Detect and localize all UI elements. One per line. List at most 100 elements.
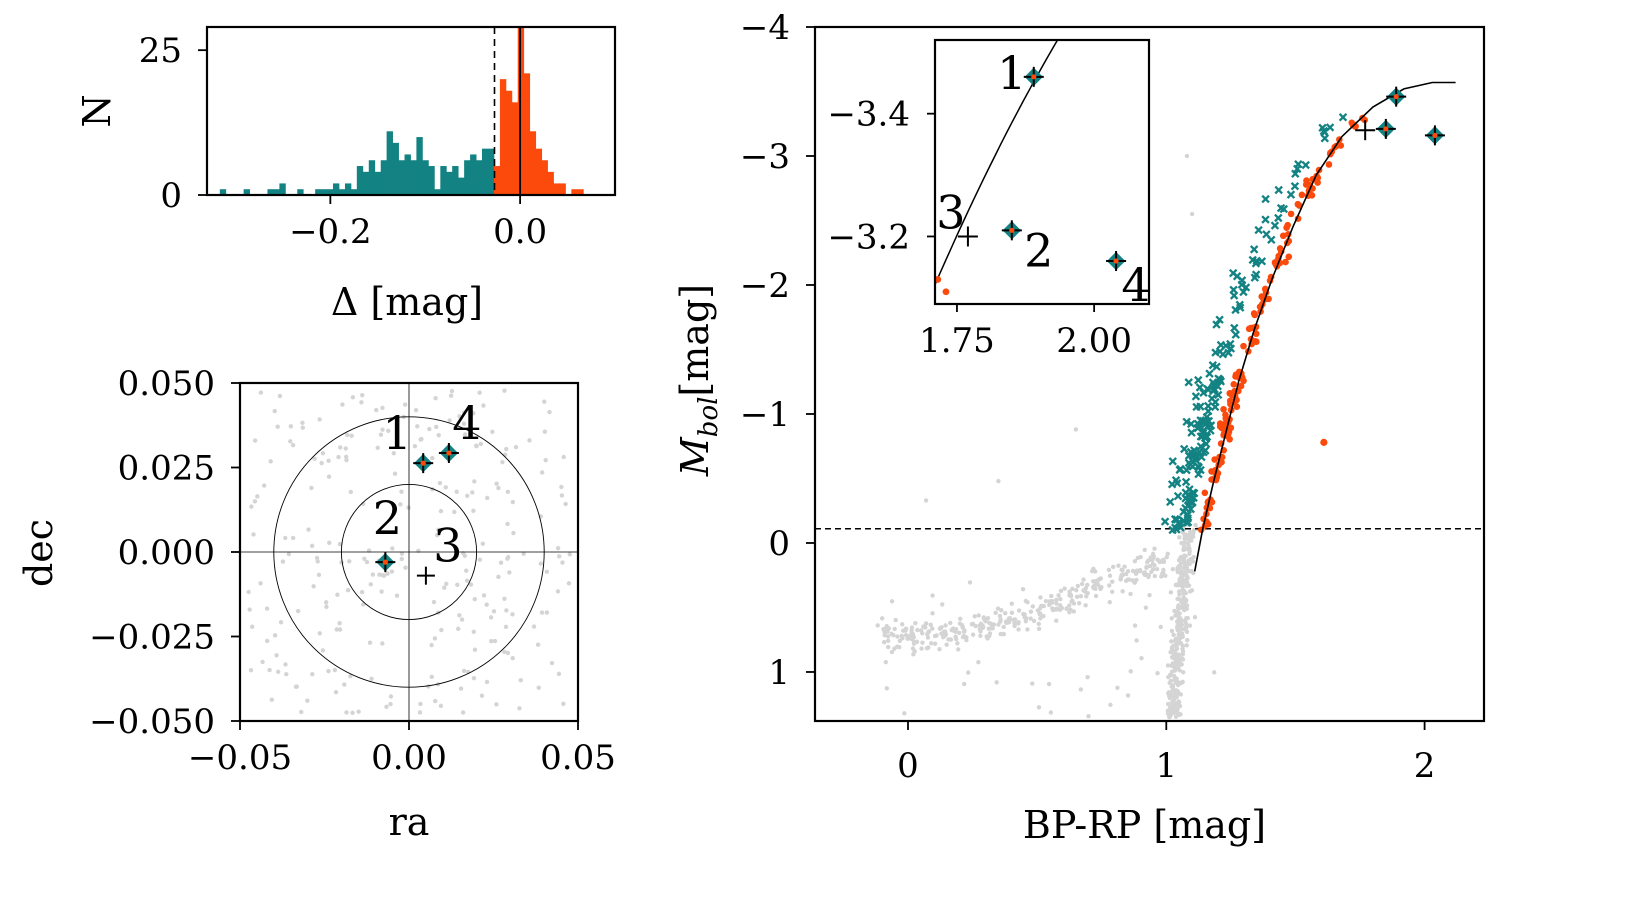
cmd-field-star xyxy=(1130,578,1135,583)
cmd-field-star xyxy=(875,623,880,628)
cmd-teal-cross-b xyxy=(1213,382,1222,391)
cmd-teal-cross-b xyxy=(1206,426,1215,435)
cmd-teal-cross-b xyxy=(1261,215,1270,224)
cmd-teal-cross-b xyxy=(1270,221,1280,230)
cmd-field-star xyxy=(1132,623,1138,628)
sky-field-star xyxy=(559,484,564,490)
sky-field-star xyxy=(567,552,572,557)
cmd-y-tick-label: −4 xyxy=(740,8,790,48)
cmd-field-star xyxy=(1058,588,1064,594)
cmd-field-star xyxy=(1110,579,1115,584)
cmd-teal-cross-b xyxy=(1171,476,1181,485)
inset-y-tick-label: −3.2 xyxy=(827,217,910,257)
sky-field-star xyxy=(320,450,326,456)
cmd-field-star xyxy=(1031,618,1037,624)
cmd-field-star xyxy=(1172,656,1178,662)
sky-field-star xyxy=(345,432,350,438)
sky-field-star xyxy=(439,627,444,633)
sky-radius-circle xyxy=(273,416,545,688)
sky-field-star xyxy=(350,710,355,716)
histogram-x-tick-label: 0.0 xyxy=(493,212,547,252)
cmd-teal-cross-b xyxy=(1182,465,1191,475)
sky-field-star xyxy=(252,438,258,443)
cmd-field-star xyxy=(1145,573,1150,578)
cmd-orange-dot xyxy=(1298,191,1306,199)
sky-field-star xyxy=(547,409,552,415)
cmd-field-star xyxy=(956,630,962,636)
cmd-field-star xyxy=(1176,620,1181,625)
cmd-teal-cross-b xyxy=(1241,283,1251,292)
sky-field-star xyxy=(472,597,477,602)
sky-field-star xyxy=(326,668,331,674)
sky-field-star xyxy=(480,541,486,546)
sky-field-star xyxy=(367,640,373,645)
histogram-bar xyxy=(577,189,584,195)
cmd-field-star xyxy=(1174,582,1179,587)
sky-field-star xyxy=(447,418,452,423)
cmd-field-star xyxy=(962,681,967,687)
sky-field-star xyxy=(477,390,482,395)
cmd-orange-dot xyxy=(1211,456,1218,463)
cmd-field-star xyxy=(1189,588,1195,593)
cmd-teal-cross-b xyxy=(1229,285,1238,295)
cmd-field-star xyxy=(1175,569,1181,575)
sky-field-star xyxy=(434,424,439,430)
inset-x-tick-label: 1.75 xyxy=(919,321,995,361)
sky-field-star xyxy=(379,589,384,594)
cmd-field-star xyxy=(1003,610,1008,616)
sky-field-star xyxy=(327,540,332,545)
cmd-field-star xyxy=(1176,616,1181,622)
cmd-field-star xyxy=(1086,713,1091,719)
sky-field-star xyxy=(437,480,443,486)
cmd-teal-cross-b xyxy=(1274,185,1283,195)
cmd-field-star xyxy=(1171,632,1176,638)
sky-field-star xyxy=(460,710,466,715)
cmd-field-star xyxy=(1084,594,1089,599)
cmd-field-star xyxy=(1128,669,1133,674)
sky-field-star xyxy=(555,546,561,551)
cmd-field-star xyxy=(900,622,905,627)
histogram-bar xyxy=(428,166,435,195)
sky-field-star xyxy=(454,489,459,494)
cmd-teal-cross-b xyxy=(1249,245,1259,254)
sky-x-label: ra xyxy=(389,800,430,844)
cmd-orange-dot xyxy=(1237,382,1245,390)
histogram-bar xyxy=(505,90,513,195)
cmd-field-star xyxy=(1079,581,1085,587)
cmd-field-star xyxy=(1085,675,1090,680)
cmd-field-star xyxy=(1174,646,1180,651)
sky-field-star xyxy=(481,593,487,598)
sky-field-star xyxy=(295,608,301,614)
cmd-field-star xyxy=(923,621,929,626)
histogram-bar xyxy=(356,166,364,195)
cmd-field-star xyxy=(1147,593,1152,598)
cmd-field-star xyxy=(1016,608,1022,613)
cmd-field-star xyxy=(960,634,966,640)
inset-orange-dots xyxy=(935,276,950,296)
cmd-field-star xyxy=(1038,595,1043,600)
histogram-bar xyxy=(476,160,483,195)
cmd-field-star xyxy=(1025,627,1030,632)
sky-field-star xyxy=(415,424,420,429)
cmd-orange-dot xyxy=(1240,342,1247,350)
cmd-teal-cross-b xyxy=(1235,300,1244,310)
sky-field-star xyxy=(430,455,435,461)
cmd-field-star xyxy=(1211,670,1217,675)
sky-field-star xyxy=(385,571,390,576)
cmd-field-star xyxy=(1037,611,1042,617)
cmd-field-star xyxy=(996,622,1001,627)
cmd-field-star xyxy=(1067,592,1073,597)
cmd-teal-cross-b xyxy=(1188,452,1198,461)
cmd-orange-dot xyxy=(1230,381,1238,388)
histogram-bar xyxy=(315,189,322,195)
cmd-field-star xyxy=(884,686,890,691)
cmd-field-star xyxy=(953,627,959,632)
inset-ticks: 1.75 2.00 −3.4 −3.2 xyxy=(827,95,1132,361)
cmd-field-star xyxy=(1167,695,1173,701)
sky-radius-circle xyxy=(340,483,478,621)
cmd-field-star xyxy=(1059,605,1065,611)
cmd-teal-cross-b xyxy=(1237,276,1247,285)
sky-field-star xyxy=(471,676,477,681)
cmd-field-star xyxy=(937,646,942,652)
histogram-x-tick-label: −0.2 xyxy=(289,212,372,252)
